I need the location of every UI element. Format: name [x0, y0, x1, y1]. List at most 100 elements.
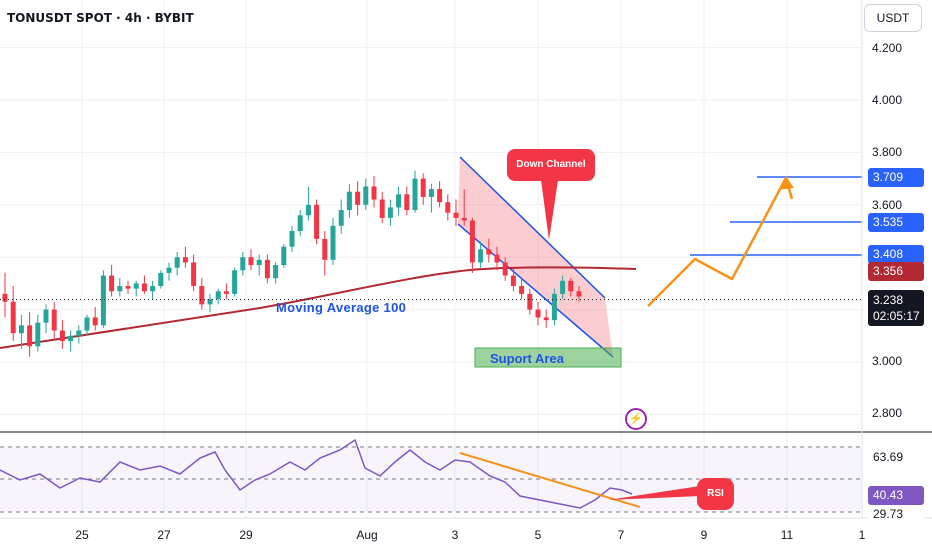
candle-body [297, 215, 303, 231]
time-axis-label: 5 [534, 528, 542, 542]
candle-body [256, 259, 262, 266]
candle-body [346, 191, 352, 211]
candle-body [2, 293, 8, 302]
candle-body [18, 325, 24, 334]
current-price-value: 3.238 [873, 293, 904, 307]
candle-body [191, 262, 197, 287]
candle-body [486, 249, 492, 255]
rsi-divergence-line [459, 452, 641, 508]
candle-body [240, 257, 246, 271]
ma-100-line [0, 266, 637, 349]
candle-body [461, 217, 467, 221]
candle-body [568, 280, 574, 292]
candle-body [502, 262, 508, 276]
support-area-label: Suport Area [490, 351, 564, 366]
channel-fill [458, 157, 613, 357]
candle-body [248, 257, 254, 266]
candle-body [174, 257, 180, 268]
candle-body [223, 291, 229, 294]
price-level-badge: 3.535 [868, 213, 924, 232]
candle-body [100, 275, 106, 326]
rsi-panel [0, 431, 932, 513]
candle-body [330, 225, 336, 260]
candle-body [428, 189, 434, 197]
support-area-rect [474, 347, 622, 368]
candle-body [150, 286, 156, 292]
candlestick-series [2, 170, 582, 357]
moving-average-line [0, 266, 637, 349]
candle-body [84, 317, 90, 331]
rsi-axis-label: 29.73 [868, 505, 924, 524]
candle-body [68, 335, 74, 342]
candle-body [396, 194, 402, 208]
candle-body [519, 286, 525, 294]
candle-body [59, 330, 65, 342]
candle-body [322, 238, 328, 260]
candle-body [494, 254, 500, 263]
candle-body [281, 246, 287, 266]
price-tick-label: 3.000 [872, 354, 903, 368]
time-axis-label: 1 [858, 528, 866, 542]
candle-body [51, 309, 57, 331]
chart-grid [0, 0, 863, 518]
time-axis-label: 25 [75, 528, 89, 542]
candle-body [412, 178, 418, 211]
down-channel-pointer [541, 180, 558, 240]
candle-body [133, 283, 139, 289]
candle-body [453, 212, 459, 218]
candle-body [379, 199, 385, 218]
candle-body [289, 231, 295, 247]
candle-body [27, 325, 33, 347]
candle-body [35, 322, 41, 347]
candle-body [543, 317, 549, 321]
projection-path [647, 176, 794, 307]
candle-body [141, 283, 147, 292]
rsi-axis-label: 40.43 [868, 486, 924, 505]
price-tick-label: 4.000 [872, 93, 903, 107]
candle-body [527, 293, 533, 310]
candle-body [109, 275, 115, 292]
candle-body [158, 272, 164, 287]
candle-body [166, 267, 172, 273]
candle-body [510, 275, 516, 287]
candle-body [535, 309, 541, 318]
price-level-badge: 3.356 [868, 262, 924, 281]
channel-upper-line [459, 156, 606, 299]
candle-body [560, 280, 566, 294]
channel-lower-line [457, 223, 614, 358]
rsi-callout-pointer [608, 486, 700, 500]
down-channel-region [457, 156, 614, 358]
time-axis-label: 7 [617, 528, 625, 542]
price-tick-label: 3.600 [872, 198, 903, 212]
candle-body [469, 220, 475, 263]
time-axis-label: 9 [700, 528, 708, 542]
projection-line [647, 176, 794, 307]
moving-average-label: Moving Average 100 [276, 300, 407, 315]
currency-button[interactable]: USDT [864, 4, 922, 32]
price-tick-label: 4.200 [872, 41, 903, 55]
candle-body [338, 210, 344, 226]
time-axis-label: 27 [157, 528, 171, 542]
rsi-callout: RSI [697, 478, 734, 510]
price-level-badge: 3.408 [868, 245, 924, 264]
chart-title: TONUSDT SPOT · 4h · BYBIT [7, 11, 194, 25]
candle-body [92, 317, 98, 326]
down-channel-callout: Down Channel [507, 149, 595, 181]
candle-body [215, 291, 221, 300]
candle-body [404, 194, 410, 211]
candle-body [445, 202, 451, 213]
candle-body [273, 265, 279, 279]
candle-body [437, 189, 443, 203]
candle-body [10, 301, 16, 334]
time-axis-label: 11 [780, 528, 794, 542]
candle-body [478, 249, 484, 263]
rsi-axis-label: 63.69 [868, 448, 924, 467]
candle-body [576, 291, 582, 297]
candle-body [363, 186, 369, 205]
projection-arrowhead [778, 176, 794, 190]
candle-body [420, 178, 426, 197]
candle-body [551, 293, 557, 321]
time-axis-label: 29 [239, 528, 253, 542]
lightning-icon[interactable]: ⚡ [625, 408, 647, 430]
